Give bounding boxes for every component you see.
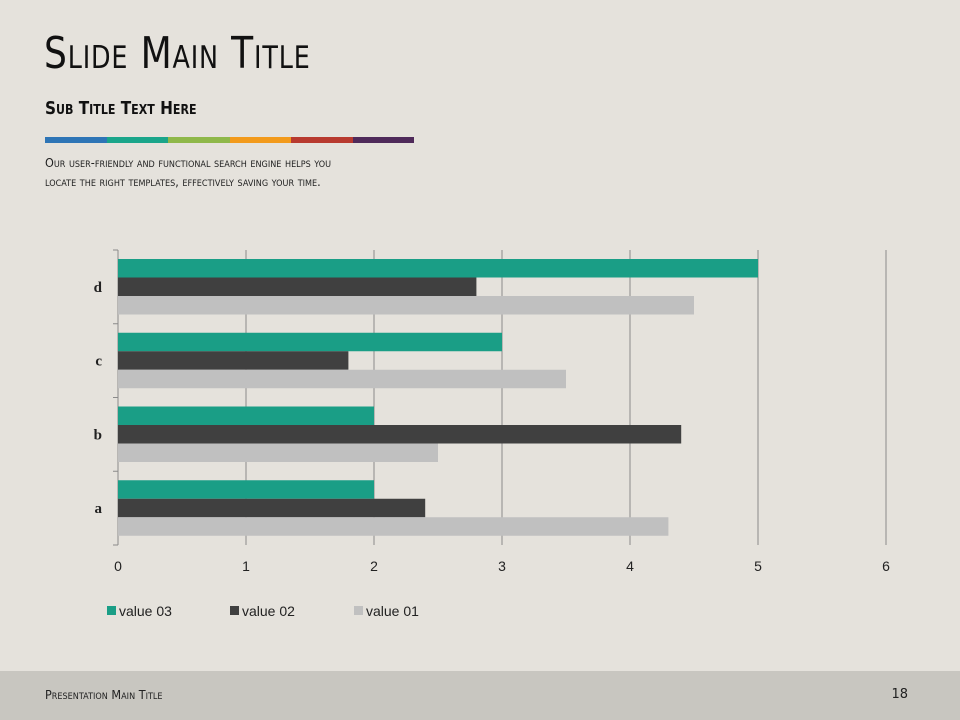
x-tick-label: 0 (114, 558, 122, 574)
legend-swatch (354, 606, 363, 615)
footer-title: Presentation Main Title (45, 687, 163, 702)
bar-value-02-d (118, 277, 477, 296)
x-tick-label: 5 (754, 558, 762, 574)
footer-bar: Presentation Main Title 18 (0, 671, 960, 720)
bar-value-01-d (118, 296, 694, 315)
legend-swatch (230, 606, 239, 615)
slide-title: Slide Main Title (44, 28, 311, 79)
page-number: 18 (891, 687, 908, 702)
legend-swatch (107, 606, 116, 615)
category-label: b (94, 427, 102, 443)
body-line: Our user-friendly and functional search … (45, 155, 332, 170)
stripe-segment (168, 137, 230, 143)
legend-label: value 02 (242, 603, 295, 619)
stripe-segment (45, 137, 107, 143)
stripe-segment (229, 137, 291, 143)
legend-label: value 03 (119, 603, 172, 619)
bar-value-01-c (118, 369, 566, 389)
bar-value-03-d (118, 259, 758, 278)
stripe-segment (291, 137, 353, 143)
category-label: d (94, 280, 103, 296)
x-tick-label: 1 (242, 558, 250, 574)
bar-value-01-b (118, 443, 438, 462)
category-label: a (95, 501, 103, 517)
bar-value-03-c (118, 332, 502, 352)
legend-label: value 01 (366, 603, 419, 619)
bar-value-01-a (118, 517, 669, 536)
body-line: locate the right templates, effectively … (45, 174, 321, 189)
bar-value-02-b (118, 425, 682, 444)
x-tick-label: 2 (370, 558, 378, 574)
bar-value-02-c (118, 351, 349, 370)
x-tick-label: 4 (626, 558, 634, 574)
stripe-segment (352, 137, 414, 143)
x-tick-label: 6 (882, 558, 890, 574)
bar-value-02-a (118, 498, 426, 518)
bar-chart: a b c d 0 1 2 3 4 5 6 value 03 value 02 value 01 (94, 249, 890, 619)
x-tick-label: 3 (498, 558, 506, 574)
category-label: c (95, 354, 102, 370)
bar-value-03-b (118, 406, 374, 425)
slide-body-text: Our user-friendly and functional search … (45, 153, 423, 191)
slide-subtitle: Sub Title Text Here (45, 98, 197, 119)
bar-value-03-a (118, 480, 374, 499)
stripe-segment (106, 137, 168, 143)
color-stripe (45, 137, 414, 143)
